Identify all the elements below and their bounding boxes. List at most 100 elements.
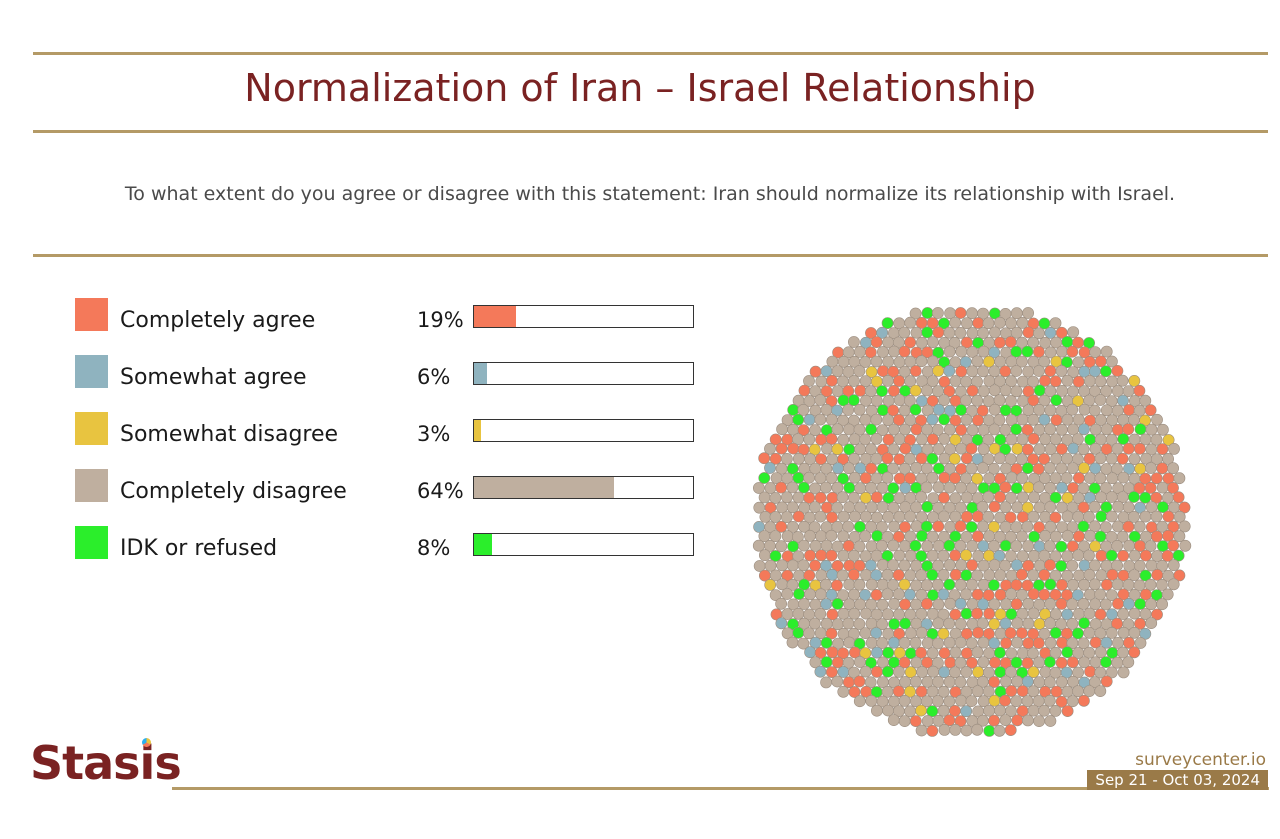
respondent-dot — [966, 365, 979, 378]
respondent-dot — [853, 675, 866, 688]
respondent-dot — [904, 705, 916, 718]
respondent-dot — [943, 617, 956, 630]
respondent-dot — [781, 511, 793, 523]
respondent-dot — [1106, 375, 1119, 388]
respondent-dot — [853, 618, 866, 630]
respondent-dot — [977, 307, 989, 320]
respondent-dot — [1044, 520, 1057, 533]
respondent-dot — [803, 491, 816, 504]
respondent-dot — [1005, 375, 1018, 388]
respondent-dot — [769, 550, 782, 562]
respondent-dot — [831, 501, 844, 514]
respondent-dot — [977, 520, 989, 533]
respondent-dot — [977, 385, 990, 397]
top-rule — [33, 52, 1268, 55]
respondent-dot — [792, 491, 805, 504]
respondent-dot — [988, 676, 1000, 688]
respondent-dot — [1004, 627, 1017, 639]
respondent-dot — [1105, 666, 1118, 679]
respondent-dot — [1150, 510, 1163, 523]
survey-dates-badge: Sep 21 - Oct 03, 2024 — [1087, 770, 1268, 790]
respondent-dot — [798, 578, 810, 591]
respondent-dot — [814, 665, 827, 678]
respondent-dot — [1094, 355, 1107, 368]
respondent-dot — [1066, 462, 1079, 474]
respondent-dot — [1100, 345, 1113, 358]
legend-label: Completely agree — [120, 308, 316, 333]
respondent-dot — [786, 462, 799, 475]
bar — [474, 420, 481, 441]
bar-track — [473, 419, 694, 442]
respondent-dot — [1078, 578, 1090, 591]
respondent-dot — [803, 471, 815, 484]
respondent-dot — [786, 481, 799, 494]
respondent-dot — [887, 539, 900, 552]
respondent-dot — [1139, 549, 1152, 562]
respondent-dot — [1005, 395, 1017, 407]
respondent-dot — [971, 607, 983, 620]
respondent-dot — [926, 395, 939, 407]
respondent-dot — [898, 326, 911, 339]
respondent-dot — [937, 588, 950, 601]
respondent-dot — [1055, 326, 1068, 339]
respondent-dot — [1027, 569, 1040, 581]
respondent-dot — [972, 626, 984, 639]
respondent-dot — [994, 491, 1006, 503]
respondent-dot — [814, 413, 827, 426]
respondent-dot — [999, 714, 1012, 726]
respondent-dot — [842, 617, 855, 630]
respondent-dot — [864, 559, 877, 572]
respondent-dot — [758, 491, 771, 504]
respondent-dot — [1088, 578, 1101, 591]
respondent-dot — [864, 676, 877, 689]
respondent-dot — [999, 404, 1012, 417]
respondent-dot — [859, 647, 872, 659]
bar — [474, 534, 492, 555]
respondent-dot — [1055, 365, 1068, 377]
respondent-dot — [1172, 549, 1185, 562]
respondent-dot — [1117, 608, 1130, 620]
respondent-dot — [932, 443, 945, 455]
respondent-dot — [976, 500, 989, 513]
respondent-dot — [769, 589, 782, 601]
respondent-dot — [971, 530, 984, 543]
respondent-dot — [1056, 345, 1068, 358]
respondent-dot — [1005, 705, 1017, 717]
respondent-dot — [944, 597, 957, 610]
respondent-dot — [926, 724, 939, 737]
respondent-dot — [1022, 481, 1035, 494]
respondent-dot — [1111, 520, 1124, 533]
respondent-dot — [1061, 510, 1074, 523]
respondent-dot — [1094, 472, 1107, 485]
respondent-dot — [769, 492, 782, 504]
respondent-dot — [859, 627, 872, 639]
respondent-dot — [1168, 442, 1180, 455]
respondent-dot — [1022, 540, 1034, 552]
respondent-dot — [1071, 453, 1084, 466]
legend-swatch — [75, 469, 108, 502]
respondent-dot — [1049, 569, 1062, 582]
respondent-dot — [1156, 559, 1169, 572]
respondent-dot — [837, 433, 850, 446]
respondent-dot — [994, 569, 1007, 581]
respondent-dot — [982, 355, 995, 368]
respondent-dot — [898, 559, 911, 572]
respondent-dot — [926, 375, 939, 387]
respondent-dot — [909, 403, 922, 416]
respondent-dot — [1032, 637, 1045, 649]
respondent-dot — [1021, 423, 1034, 436]
respondent-dot — [848, 375, 860, 387]
respondent-dot — [825, 549, 838, 562]
respondent-dot — [859, 665, 872, 678]
respondent-dot — [759, 510, 772, 523]
respondent-dot — [943, 326, 956, 339]
respondent-dot — [853, 578, 866, 591]
respondent-dot — [842, 385, 855, 397]
respondent-dot — [965, 695, 978, 707]
respondent-dot — [821, 442, 833, 455]
respondent-dot — [976, 404, 989, 417]
respondent-dot — [1083, 510, 1095, 523]
respondent-dot — [999, 520, 1012, 533]
respondent-dot — [860, 607, 872, 620]
respondent-dot — [787, 540, 799, 553]
